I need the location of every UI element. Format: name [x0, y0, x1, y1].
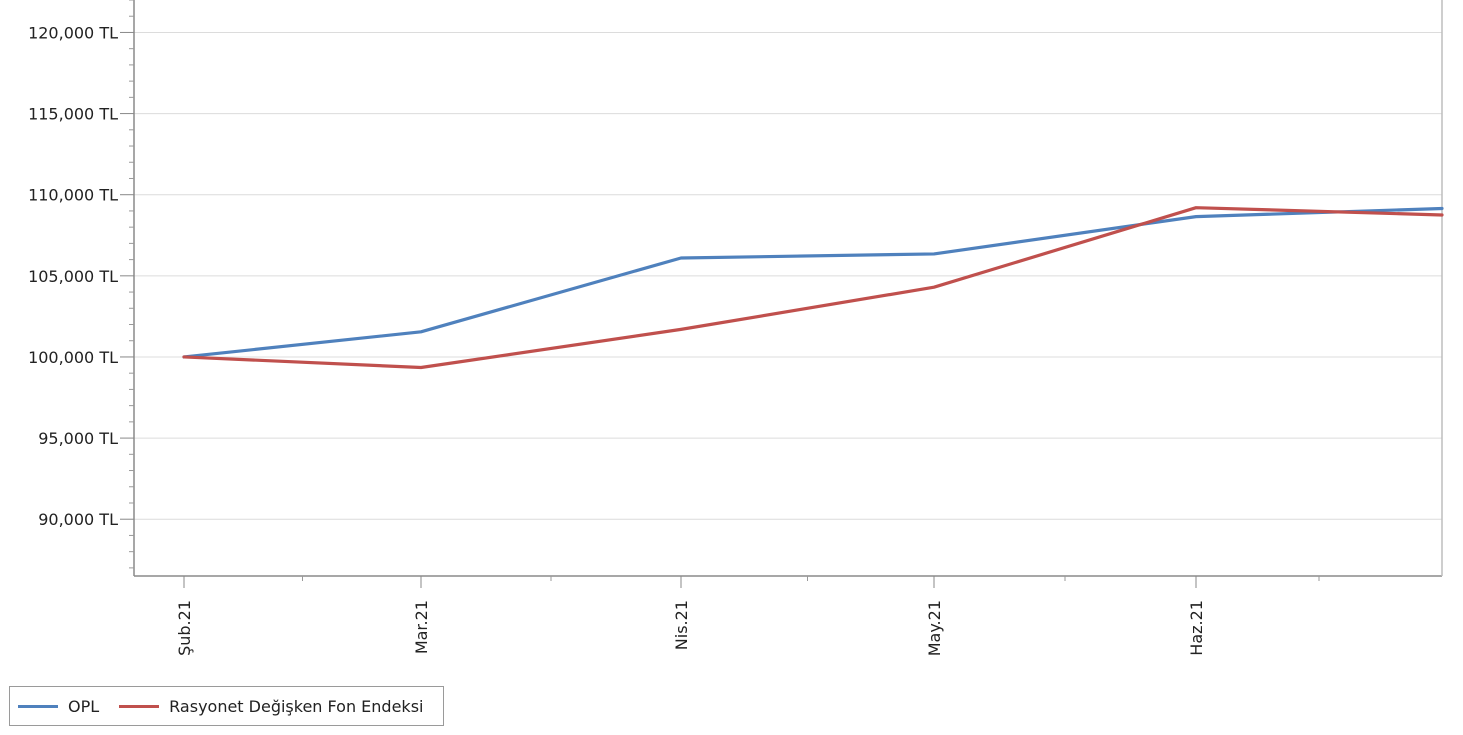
legend: OPL Rasyonet Değişken Fon Endeksi	[9, 686, 445, 726]
legend-label-opl: OPL	[68, 696, 100, 716]
y-tick-label: 120,000 TL	[28, 23, 118, 42]
legend-label-index: Rasyonet Değişken Fon Endeksi	[169, 696, 424, 716]
legend-item-index: Rasyonet Değişken Fon Endeksi	[119, 697, 423, 716]
x-tick-label: Haz.21	[1187, 600, 1206, 656]
line-chart: 90,000 TL 95,000 TL 100,000 TL 105,000 TL 11…	[28, 0, 1444, 656]
x-tick-label: Nis.21	[672, 600, 691, 650]
legend-swatch-opl	[18, 704, 58, 708]
x-axis-ticks: Şub.21 Mar.21 Nis.21 May.21 Haz.21	[175, 576, 1320, 656]
x-tick-label: Şub.21	[175, 600, 194, 656]
y-tick-label: 95,000 TL	[38, 429, 118, 448]
y-tick-label: 105,000 TL	[28, 267, 118, 286]
legend-swatch-index	[119, 704, 160, 708]
legend-item-opl: OPL	[18, 697, 99, 716]
y-tick-label: 90,000 TL	[38, 510, 118, 529]
y-tick-label: 115,000 TL	[28, 105, 118, 124]
grid-lines	[134, 31, 1442, 520]
x-tick-label: Mar.21	[412, 600, 431, 654]
series-line-0	[182, 206, 1444, 359]
y-tick-label: 100,000 TL	[28, 348, 118, 367]
series-lines	[182, 206, 1444, 370]
y-tick-label: 110,000 TL	[28, 186, 118, 205]
series-line-1	[182, 206, 1444, 370]
x-tick-label: May.21	[925, 600, 944, 656]
axes	[133, 0, 1443, 577]
y-axis-ticks: 90,000 TL 95,000 TL 100,000 TL 105,000 TL 11…	[28, 0, 134, 569]
